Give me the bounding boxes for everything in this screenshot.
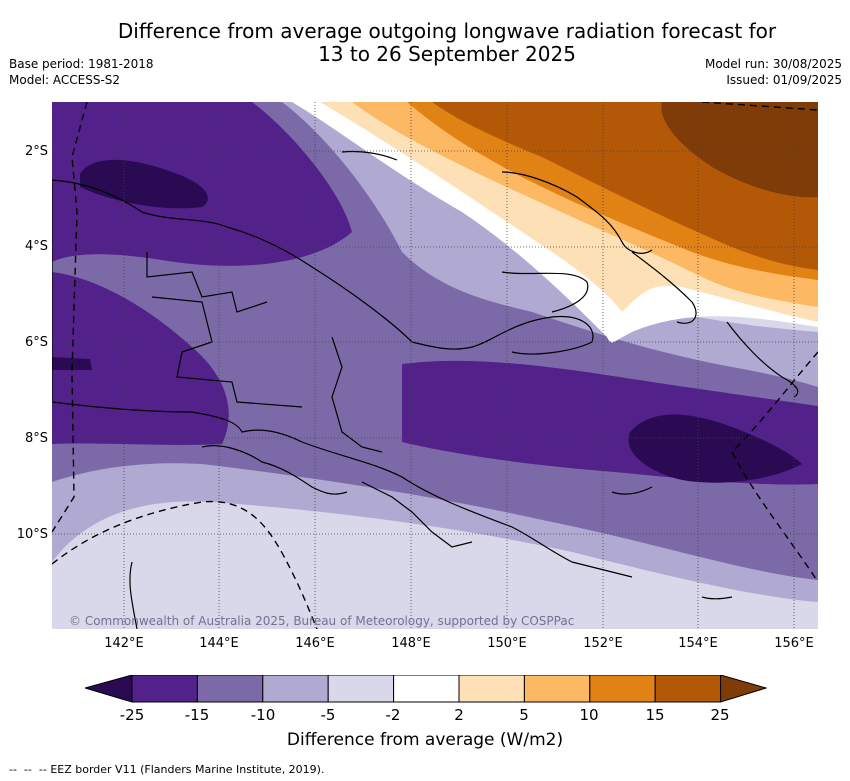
colorbar-tick-label: -5	[320, 706, 336, 724]
colorbar-tick-label: -10	[250, 706, 276, 724]
eez-borders	[52, 102, 818, 629]
colorbar-extend-low	[85, 675, 133, 703]
model-run: Model run: 30/08/2025	[704, 57, 842, 71]
lat-label-10s: 10°S	[16, 527, 48, 542]
colorbar-tick-label: 5	[519, 706, 529, 724]
graticule	[52, 102, 818, 629]
colorbar-swatch-5	[393, 675, 460, 703]
colorbar-swatch-9	[654, 675, 722, 703]
colorbar-tick-label: 15	[645, 706, 665, 724]
base-period: Base period: 1981-2018	[9, 57, 154, 71]
olr-anomaly-map	[52, 102, 818, 629]
model-name: Model: ACCESS-S2	[9, 73, 121, 87]
title-line-2: 13 to 26 September 2025	[318, 42, 576, 66]
colorbar-swatch-4	[327, 675, 395, 703]
lon-label-154e: 154°E	[678, 636, 718, 651]
title-line-1: Difference from average outgoing longwav…	[117, 19, 777, 43]
lat-label-2s: 2°S	[24, 144, 48, 159]
colorbar-swatch-3	[262, 675, 329, 703]
colorbar-swatch-6	[458, 675, 525, 703]
band-deep-purple-nw	[52, 102, 352, 266]
lat-label-8s: 8°S	[24, 431, 48, 446]
eez-legend-text: EEZ border V11 (Flanders Marine Institut…	[50, 763, 325, 776]
colorbar	[85, 675, 767, 703]
lat-label-4s: 4°S	[24, 239, 48, 254]
lon-label-152e: 152°E	[583, 636, 623, 651]
colorbar-swatch-1	[131, 675, 198, 703]
colorbar-tick-label: -15	[184, 706, 210, 724]
lon-label-148e: 148°E	[391, 636, 431, 651]
core-darkest-w	[52, 357, 92, 370]
meta-right: Model run: 30/08/2025 Issued: 01/09/2025	[705, 56, 842, 88]
coastlines	[52, 150, 799, 629]
colorbar-title: Difference from average (W/m2)	[286, 730, 564, 750]
colorbar-tick-label: -25	[119, 706, 145, 724]
lon-label-146e: 146°E	[295, 636, 335, 651]
lon-label-156e: 156°E	[774, 636, 814, 651]
core-darkest-se	[628, 414, 802, 483]
colorbar-swatch-8	[589, 675, 656, 703]
colorbar-tick-label: 25	[710, 706, 730, 724]
colorbar-swatch-2	[196, 675, 264, 703]
colorbar-tick-label: 2	[454, 706, 464, 724]
eez-legend: -- -- -- EEZ border V11 (Flanders Marine…	[9, 763, 324, 776]
colorbar-tick-label: 10	[579, 706, 599, 724]
lon-label-144e: 144°E	[199, 636, 239, 651]
colorbar-swatch-7	[523, 675, 591, 703]
lat-label-6s: 6°S	[24, 335, 48, 350]
meta-left: Base period: 1981-2018 Model: ACCESS-S2	[9, 56, 154, 88]
colorbar-tick-label: -2	[385, 706, 401, 724]
copyright-notice: © Commonwealth of Australia 2025, Bureau…	[69, 614, 575, 628]
band-deep-purple-w	[52, 272, 229, 445]
issued-date: Issued: 01/09/2025	[726, 73, 842, 87]
lon-label-150e: 150°E	[487, 636, 527, 651]
core-darkest-brown	[661, 102, 818, 198]
core-darkest-nw	[80, 159, 208, 209]
chart-title: Difference from average outgoing longwav…	[90, 20, 804, 66]
lon-label-142e: 142°E	[104, 636, 144, 651]
colorbar-extend-high	[720, 675, 767, 703]
dash-line-icon: -- -- --	[9, 763, 47, 776]
